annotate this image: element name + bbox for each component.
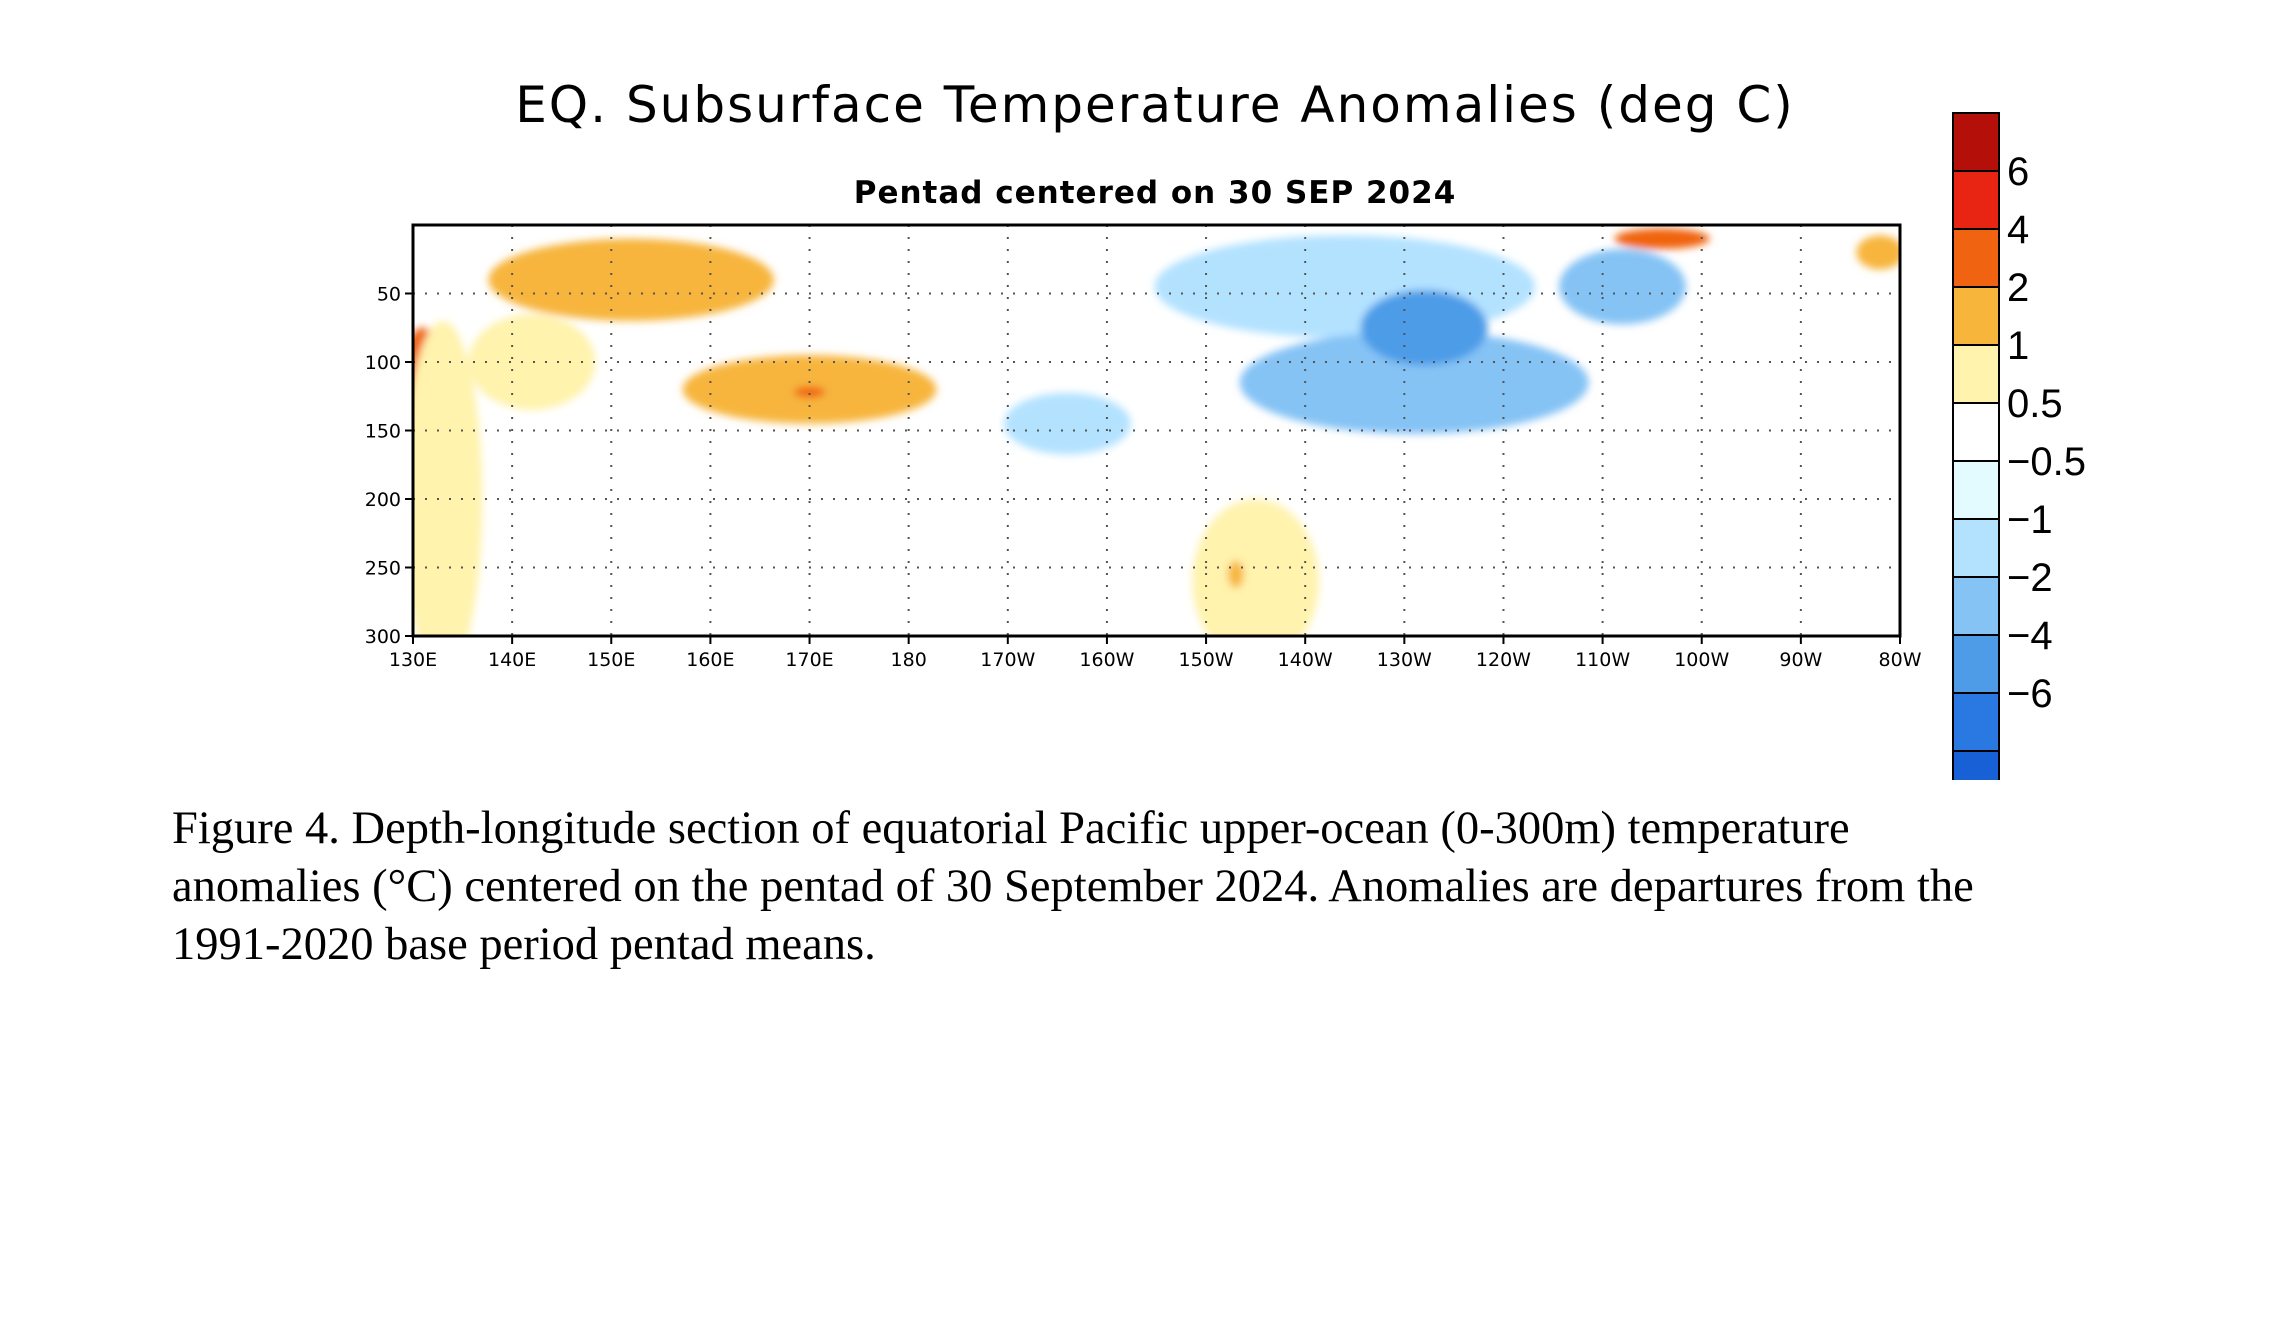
colorbar-label: −4 xyxy=(2007,614,2053,658)
colorbar-label: 6 xyxy=(2007,150,2029,194)
y-tick-label: 300 xyxy=(365,626,401,648)
anomaly-region-5 xyxy=(793,386,826,398)
anomaly-region-9 xyxy=(1856,235,1900,270)
colorbar-swatch xyxy=(1952,228,2000,288)
y-tick-label: 150 xyxy=(365,421,401,443)
x-tick-label: 170W xyxy=(980,649,1035,671)
colorbar-label: −6 xyxy=(2007,672,2053,716)
x-tick-label: 170E xyxy=(785,649,833,671)
anomaly-shading xyxy=(413,228,1900,636)
colorbar-label: 1 xyxy=(2007,324,2029,368)
x-axis: 130E 140E 150E 160E 170E 180 170W 160W 150W 140W 1… xyxy=(389,636,1922,671)
x-tick-label: 160W xyxy=(1079,649,1134,671)
colorbar-swatch xyxy=(1952,344,2000,404)
x-tick-label: 100W xyxy=(1674,649,1729,671)
colorbar-label: −0.5 xyxy=(2007,440,2086,484)
y-tick-label: 200 xyxy=(365,489,401,511)
colorbar-swatch xyxy=(1952,286,2000,346)
colorbar: 6 4 2 1 0.5 −0.5 −1 −2 −4 −6 xyxy=(1952,112,2086,780)
y-tick-label: 50 xyxy=(377,284,401,306)
figure-caption: Figure 4. Depth-longitude section of equ… xyxy=(172,800,2172,974)
colorbar-swatch xyxy=(1952,518,2000,578)
x-tick-label: 120W xyxy=(1476,649,1531,671)
y-axis: 50 100 150 200 250 300 xyxy=(365,284,413,648)
grid-lines xyxy=(413,225,1900,636)
y-tick-label: 100 xyxy=(365,352,401,374)
colorbar-swatch xyxy=(1952,576,2000,636)
colorbar-swatch xyxy=(1952,112,2000,172)
colorbar-swatch xyxy=(1952,750,2000,780)
anomaly-region-8 xyxy=(1614,228,1710,249)
x-tick-label: 140W xyxy=(1278,649,1333,671)
colorbar-label: −1 xyxy=(2007,498,2053,542)
x-tick-label: 150E xyxy=(587,649,635,671)
x-tick-label: 140E xyxy=(488,649,536,671)
colorbar-swatch xyxy=(1952,170,2000,230)
anomaly-region-14 xyxy=(1558,248,1686,325)
anomaly-region-3 xyxy=(488,238,774,321)
anomaly-region-6 xyxy=(1192,499,1320,636)
colorbar-label: 0.5 xyxy=(2007,382,2063,426)
colorbar-swatch xyxy=(1952,692,2000,752)
anomaly-region-13 xyxy=(1360,290,1488,366)
x-tick-label: 160E xyxy=(686,649,734,671)
y-tick-label: 250 xyxy=(365,558,401,580)
x-tick-label: 150W xyxy=(1179,649,1234,671)
x-tick-label: 80W xyxy=(1879,649,1922,671)
colorbar-label: 4 xyxy=(2007,208,2029,252)
x-tick-label: 180 xyxy=(891,649,927,671)
caption-line-1: Figure 4. Depth-longitude section of equ… xyxy=(172,803,1850,854)
colorbar-label: 2 xyxy=(2007,266,2029,310)
x-tick-label: 130E xyxy=(389,649,437,671)
anomaly-region-12 xyxy=(1239,331,1589,434)
chart-subtitle: Pentad centered on 30 SEP 2024 xyxy=(854,175,1457,211)
x-tick-label: 110W xyxy=(1575,649,1630,671)
chart-title: EQ. Subsurface Temperature Anomalies (de… xyxy=(515,76,1795,134)
figure-canvas: EQ. Subsurface Temperature Anomalies (de… xyxy=(365,76,2086,780)
caption-line-3: 1991-2020 base period pentad means. xyxy=(172,919,876,970)
caption-line-2: anomalies (°C) centered on the pentad of… xyxy=(172,861,1974,912)
x-tick-label: 130W xyxy=(1377,649,1432,671)
colorbar-swatch xyxy=(1952,460,2000,520)
colorbar-swatch xyxy=(1952,634,2000,694)
anomaly-region-1 xyxy=(413,320,483,636)
anomaly-region-2 xyxy=(468,314,596,410)
x-tick-label: 90W xyxy=(1779,649,1822,671)
anomaly-region-7 xyxy=(1227,560,1244,589)
anomaly-region-10 xyxy=(1003,392,1131,455)
colorbar-label: −2 xyxy=(2007,556,2053,600)
colorbar-swatch xyxy=(1952,402,2000,462)
